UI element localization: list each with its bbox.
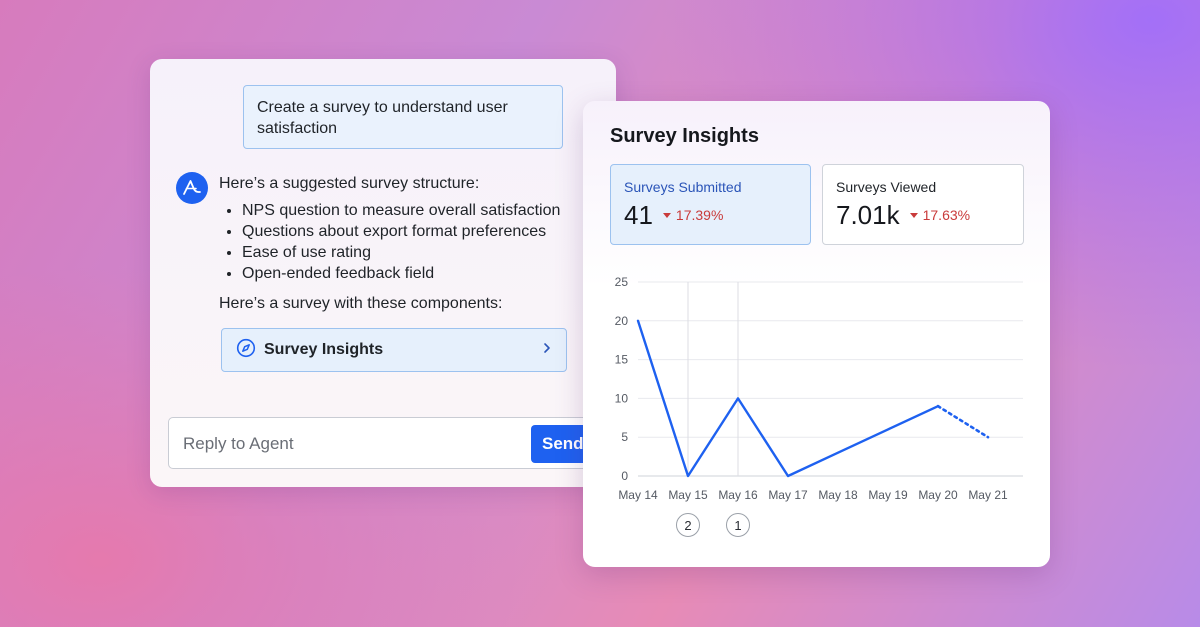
list-item: Questions about export format preference… — [242, 221, 599, 242]
y-tick-label: 10 — [615, 391, 629, 405]
caret-down-icon — [909, 212, 918, 218]
panel-title: Survey Insights — [610, 125, 759, 147]
y-tick-label: 25 — [615, 275, 629, 289]
kpi-change: 17.63% — [909, 207, 971, 223]
compass-icon — [236, 338, 256, 363]
agent-chat-panel: Create a survey to understand user satis… — [150, 59, 616, 487]
agent-outro-text: Here’s a survey with these components: — [219, 295, 503, 312]
y-tick-label: 20 — [615, 314, 629, 328]
list-item: Open-ended feedback field — [242, 263, 599, 284]
annotation-marker[interactable]: 2 — [676, 513, 700, 537]
kpi-value: 41 — [624, 200, 653, 230]
y-tick-label: 0 — [621, 469, 628, 483]
agent-avatar-icon — [176, 172, 208, 204]
reply-box: Send — [168, 417, 616, 470]
kpi-change-value: 17.63% — [922, 207, 971, 223]
x-tick-label: May 20 — [918, 488, 958, 502]
x-tick-label: May 17 — [768, 488, 808, 502]
surveys-line-chart: 0 5 10 15 20 25 May 14 May 15 May 16 May 17 May 18… — [615, 275, 1023, 502]
list-item: NPS question to measure overall satisfac… — [242, 200, 599, 221]
user-message: Create a survey to understand user satis… — [243, 85, 563, 149]
x-tick-label: May 15 — [668, 488, 708, 502]
x-tick-label: May 21 — [968, 488, 1008, 502]
x-tick-label: May 19 — [868, 488, 908, 502]
survey-structure-list: NPS question to measure overall satisfac… — [219, 200, 599, 284]
kpi-change-value: 17.39% — [675, 207, 724, 223]
agent-message: Here’s a suggested survey structure: NPS… — [219, 172, 599, 316]
annotation-marker[interactable]: 1 — [726, 513, 750, 537]
kpi-label: Surveys Viewed — [836, 179, 937, 195]
caret-down-icon — [662, 212, 671, 218]
survey-insights-link-label: Survey Insights — [264, 341, 384, 358]
survey-insights-link-card[interactable]: Survey Insights — [221, 328, 567, 372]
x-tick-label: May 16 — [718, 488, 758, 502]
kpi-value: 7.01k — [836, 200, 900, 230]
list-item: Ease of use rating — [242, 242, 599, 263]
x-tick-label: May 14 — [618, 488, 658, 502]
kpi-card-surveys-submitted[interactable]: Surveys Submitted 41 17.39% — [610, 164, 811, 245]
kpi-change: 17.39% — [662, 207, 724, 223]
agent-intro-text: Here’s a suggested survey structure: — [219, 175, 480, 192]
y-tick-label: 5 — [621, 430, 628, 444]
kpi-label: Surveys Submitted — [624, 179, 742, 195]
reply-input[interactable] — [181, 418, 525, 470]
series-line-incomplete — [936, 404, 990, 439]
y-tick-label: 15 — [615, 353, 629, 367]
chevron-right-icon — [542, 341, 552, 359]
kpi-card-surveys-viewed[interactable]: Surveys Viewed 7.01k 17.63% — [822, 164, 1024, 245]
survey-insights-panel: Survey Insights Surveys Submitted 41 17.… — [583, 101, 1050, 567]
x-tick-label: May 18 — [818, 488, 858, 502]
